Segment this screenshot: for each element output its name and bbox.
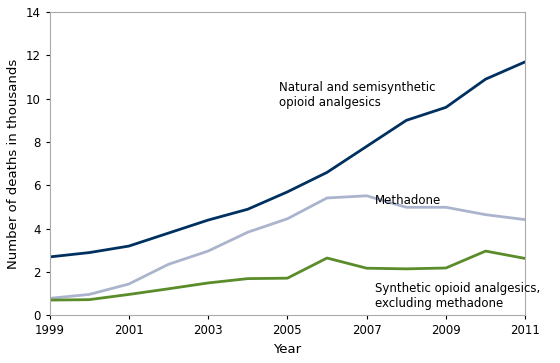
Text: Natural and semisynthetic
opioid analgesics: Natural and semisynthetic opioid analges… bbox=[279, 81, 436, 109]
Text: Methadone: Methadone bbox=[375, 194, 441, 207]
Text: Synthetic opioid analgesics,
excluding methadone: Synthetic opioid analgesics, excluding m… bbox=[375, 282, 540, 310]
X-axis label: Year: Year bbox=[273, 343, 301, 356]
Y-axis label: Number of deaths in thousands: Number of deaths in thousands bbox=[7, 58, 20, 269]
